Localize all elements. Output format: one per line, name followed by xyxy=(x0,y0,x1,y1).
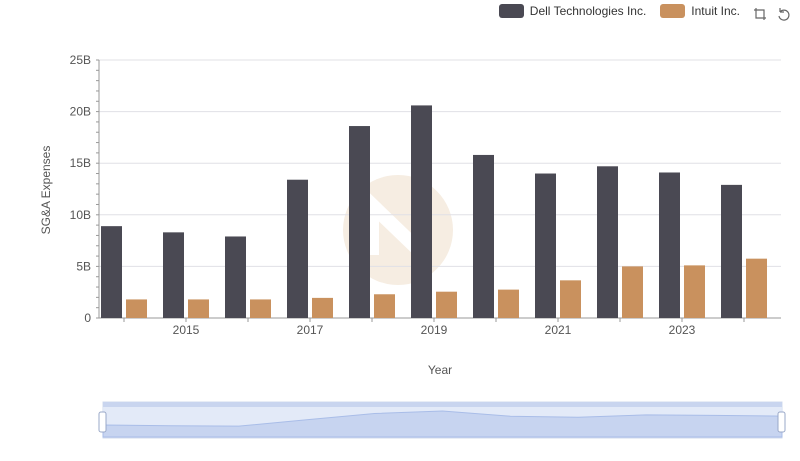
bar-dell-2019[interactable] xyxy=(411,105,432,319)
y-tick-label: 0 xyxy=(84,311,91,325)
y-tick-label: 20B xyxy=(70,105,91,119)
y-axis: 0 5B 10B 15B 20B 25B xyxy=(70,53,100,325)
zoom-icon[interactable] xyxy=(752,6,768,22)
x-tick-label: 2017 xyxy=(297,323,324,337)
bars xyxy=(101,105,767,319)
bar-dell-2021[interactable] xyxy=(535,173,556,318)
restore-icon[interactable] xyxy=(776,6,792,22)
x-tick-label: 2015 xyxy=(173,323,200,337)
bar-intuit-2017[interactable] xyxy=(312,297,333,318)
bar-intuit-2015[interactable] xyxy=(188,299,209,318)
slider-preview-area xyxy=(102,410,783,438)
bar-dell-2024[interactable] xyxy=(721,184,742,318)
bar-dell-2018[interactable] xyxy=(349,126,370,318)
x-tick-label: 2019 xyxy=(421,323,448,337)
bar-intuit-2019[interactable] xyxy=(436,291,457,318)
bar-dell-2014[interactable] xyxy=(101,226,122,318)
toolbox xyxy=(752,6,792,22)
bar-dell-2022[interactable] xyxy=(597,166,618,318)
bar-intuit-2020[interactable] xyxy=(498,289,519,318)
bar-intuit-2014[interactable] xyxy=(126,299,147,318)
bar-intuit-2023[interactable] xyxy=(684,265,705,318)
legend: Dell Technologies Inc. Intuit Inc. xyxy=(498,4,740,18)
slider-top-bar[interactable] xyxy=(103,402,782,407)
legend-swatch-intuit xyxy=(660,4,686,18)
bar-intuit-2022[interactable] xyxy=(622,266,643,318)
y-tick-label: 25B xyxy=(70,53,91,67)
bar-dell-2017[interactable] xyxy=(287,179,308,318)
legend-item-intuit[interactable]: Intuit Inc. xyxy=(660,4,740,18)
x-tick-label: 2021 xyxy=(545,323,572,337)
x-axis: 2015 2017 2019 2021 2023 xyxy=(123,318,745,337)
bar-dell-2016[interactable] xyxy=(225,236,246,318)
y-tick-label: 10B xyxy=(70,208,91,222)
bar-dell-2020[interactable] xyxy=(473,154,494,318)
bar-dell-2023[interactable] xyxy=(659,172,680,318)
data-zoom-slider[interactable] xyxy=(98,401,786,439)
y-tick-label: 15B xyxy=(70,156,91,170)
x-tick-label: 2023 xyxy=(669,323,696,337)
bar-dell-2015[interactable] xyxy=(163,232,184,318)
x-axis-title: Year xyxy=(428,363,452,377)
legend-label-intuit: Intuit Inc. xyxy=(691,4,740,18)
slider-handle-right[interactable] xyxy=(777,411,786,433)
bar-intuit-2018[interactable] xyxy=(374,294,395,318)
y-tick-label: 5B xyxy=(76,259,91,273)
legend-label-dell: Dell Technologies Inc. xyxy=(529,4,647,18)
bar-intuit-2016[interactable] xyxy=(250,299,271,318)
bar-intuit-2021[interactable] xyxy=(560,280,581,318)
slider-handle-left[interactable] xyxy=(98,411,107,433)
legend-item-dell[interactable]: Dell Technologies Inc. xyxy=(498,4,647,18)
legend-swatch-dell xyxy=(498,4,524,18)
bar-intuit-2024[interactable] xyxy=(746,258,767,318)
y-axis-title: SG&A Expenses xyxy=(39,146,53,235)
